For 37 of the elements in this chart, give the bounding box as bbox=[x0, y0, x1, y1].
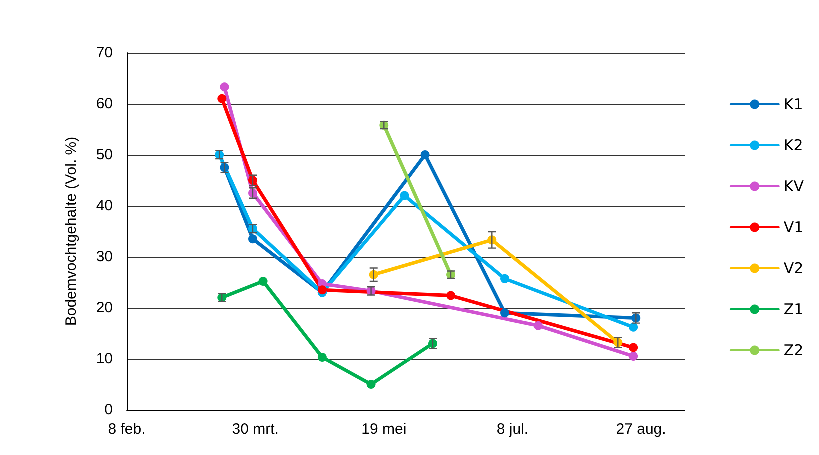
x-tick-label: 19 mei bbox=[362, 421, 407, 438]
y-axis-title: Bodemvochtgehalte (Vol. %) bbox=[63, 136, 80, 326]
legend-label: Z1 bbox=[784, 300, 804, 318]
point bbox=[629, 343, 638, 352]
point bbox=[534, 321, 543, 330]
y-tick-label: 50 bbox=[96, 146, 113, 164]
x-tick-label: 8 jul. bbox=[496, 421, 529, 438]
y-tick-label: 0 bbox=[104, 402, 113, 418]
point bbox=[218, 94, 227, 104]
point bbox=[258, 276, 268, 286]
point bbox=[400, 191, 410, 200]
point bbox=[220, 82, 230, 92]
legend-label: V2 bbox=[784, 260, 804, 278]
point bbox=[500, 308, 510, 318]
point bbox=[318, 286, 327, 295]
point bbox=[629, 322, 638, 332]
legend-label: KV bbox=[784, 178, 805, 196]
y-tick-label: 60 bbox=[96, 96, 113, 112]
point bbox=[318, 352, 327, 362]
y-tick-label: 70 bbox=[96, 44, 113, 62]
legend-label: K2 bbox=[784, 136, 804, 154]
x-tick-label: 30 mrt. bbox=[232, 421, 279, 438]
x-tick-label: 27 aug. bbox=[616, 421, 666, 438]
legend-label: K1 bbox=[784, 96, 804, 114]
point bbox=[420, 150, 430, 160]
point bbox=[446, 291, 456, 300]
y-tick-label: 30 bbox=[96, 248, 113, 266]
y-tick-label: 40 bbox=[96, 198, 113, 214]
point bbox=[366, 380, 376, 389]
point bbox=[500, 274, 510, 284]
point bbox=[248, 234, 258, 244]
x-tick-label: 8 feb. bbox=[108, 421, 146, 438]
legend-label: Z2 bbox=[784, 342, 804, 360]
point bbox=[629, 352, 638, 361]
legend-label: V1 bbox=[784, 218, 804, 236]
y-tick-label: 10 bbox=[96, 350, 113, 368]
y-tick-label: 20 bbox=[96, 300, 113, 316]
